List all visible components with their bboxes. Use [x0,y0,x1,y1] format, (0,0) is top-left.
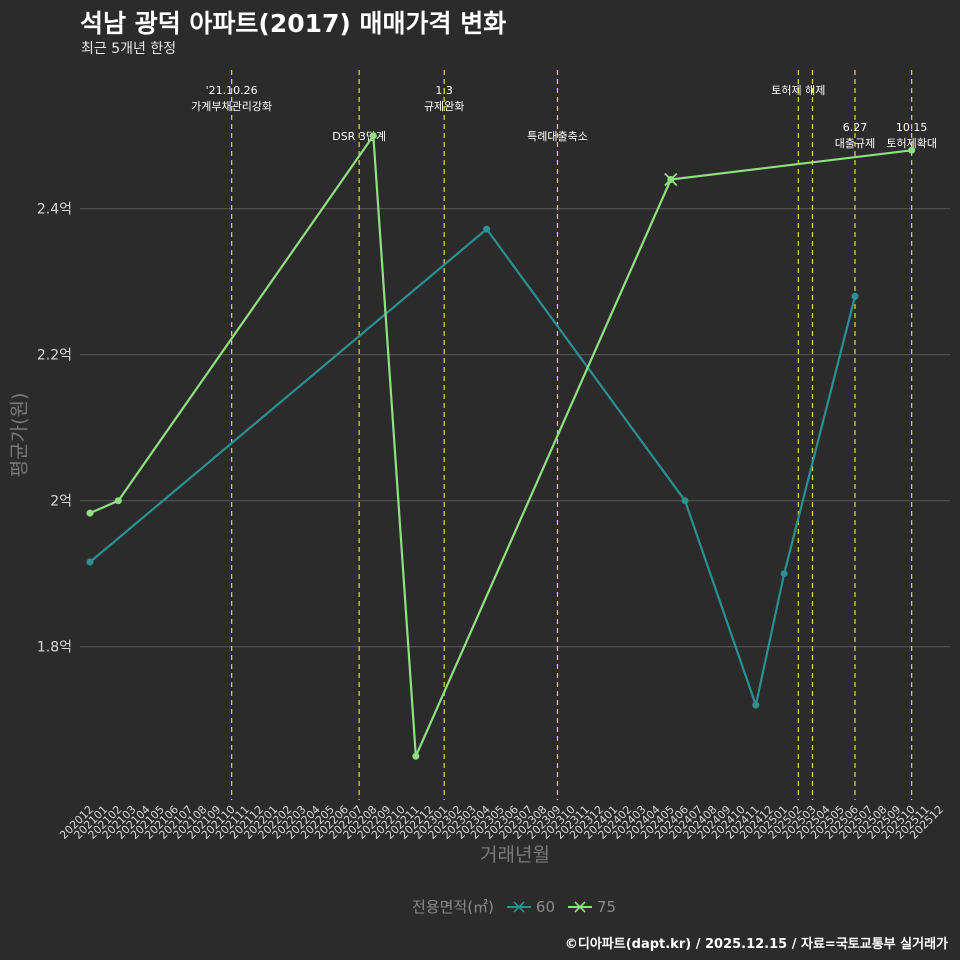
event-label: DSR 3단계 [332,130,386,143]
y-tick-label: 1.8억 [37,640,72,656]
data-point-60 [780,570,788,578]
legend-item-75: 75 [567,898,616,916]
data-point-75 [114,497,122,505]
event-label: 대출규제 [835,137,875,150]
data-point-75 [908,146,916,154]
data-point-60 [681,497,689,505]
legend-key-60-icon [506,900,531,913]
data-point-60 [851,292,859,300]
x-axis-label: 거래년월 [480,844,550,866]
event-label: 10.15 [896,121,928,134]
legend-label-60: 60 [535,897,555,916]
event-label: 규제완화 [424,100,464,113]
data-point-75 [86,509,94,517]
source-caption: ©디아파트(dapt.kr) / 2025.12.15 / 자료=국토교통부 실… [564,937,948,952]
legend-label-75: 75 [597,897,617,916]
event-label: 토허제확대 [886,137,937,150]
series-line-60 [89,228,857,707]
y-tick-label: 2.2억 [37,348,72,364]
data-point-marker [664,172,678,187]
data-point-75 [369,132,377,140]
series-line-75 [89,134,912,758]
event-label: '21.10.26 [206,84,258,97]
event-label: 1.3 [435,84,453,97]
event-label: 특례대출축소 [527,130,588,143]
legend: 전용면적(㎡) 60 75 [412,896,616,917]
data-point-75 [412,752,420,760]
data-point-60 [86,558,94,566]
legend-title: 전용면적(㎡) [412,898,494,916]
event-label: 6.27 [843,121,868,134]
y-tick-label: 2억 [50,494,72,510]
y-tick-label: 2.4억 [37,202,72,218]
event-label: 가계부채관리강화 [191,100,272,113]
legend-item-60: 60 [506,898,555,916]
event-label: 토허제 해제 [771,83,825,97]
legend-key-75-icon [568,900,592,913]
chart-subtitle: 최근 5개년 한정 [81,41,177,57]
data-point-60 [483,225,491,233]
data-point-60 [752,701,760,709]
chart-title: 석남 광덕 아파트(2017) 매매가격 변화 [80,9,507,38]
